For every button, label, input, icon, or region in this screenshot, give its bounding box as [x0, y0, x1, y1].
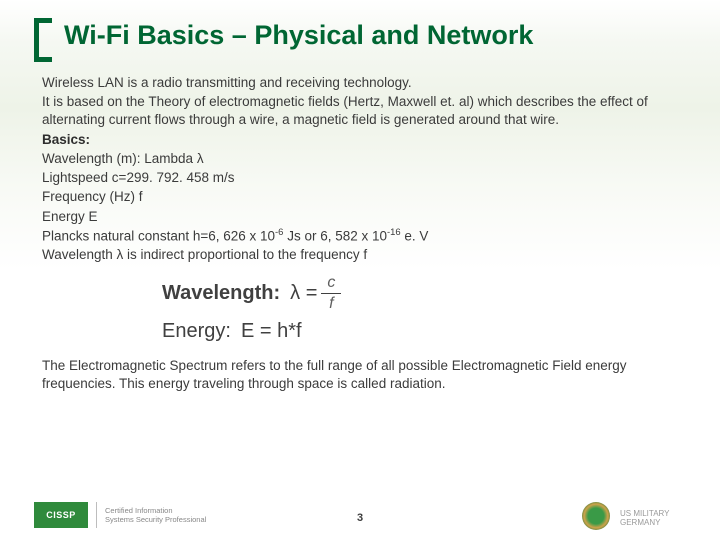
- formula-energy-label: Energy:: [162, 318, 231, 345]
- basics-wavelength: Wavelength (m): Lambda λ: [42, 150, 682, 168]
- formula-energy: Energy: E = h*f: [162, 318, 682, 345]
- formula-wavelength-label: Wavelength:: [162, 280, 280, 307]
- chapter-line-2: GERMANY: [620, 518, 692, 528]
- chapter-text: US MILITARY GERMANY: [620, 509, 692, 528]
- chapter-logo-icon: [582, 502, 610, 530]
- title-bracket-icon: [34, 18, 52, 62]
- basics-label: Basics:: [42, 131, 682, 149]
- slide-title: Wi-Fi Basics – Physical and Network: [64, 20, 533, 51]
- formula-energy-eq: E = h*f: [241, 318, 302, 345]
- basics-wavelength-prop: Wavelength λ is indirect proportional to…: [42, 246, 682, 264]
- basics-lightspeed: Lightspeed c=299. 792. 458 m/s: [42, 169, 682, 187]
- page-number: 3: [0, 512, 720, 524]
- fraction-icon: c f: [321, 275, 341, 312]
- slide: Wi-Fi Basics – Physical and Network Wire…: [0, 0, 720, 540]
- intro-line-1: Wireless LAN is a radio transmitting and…: [42, 74, 682, 92]
- spectrum-text: The Electromagnetic Spectrum refers to t…: [42, 357, 682, 393]
- planck-prefix: Plancks natural constant h=6, 626 x 10: [42, 228, 275, 243]
- intro-line-2: It is based on the Theory of electromagn…: [42, 93, 682, 129]
- formula-wavelength-lhs: λ =: [290, 280, 317, 307]
- planck-suffix: e. V: [401, 228, 429, 243]
- chapter-line-1: US MILITARY: [620, 509, 692, 519]
- basics-planck: Plancks natural constant h=6, 626 x 10-6…: [42, 227, 682, 246]
- fraction-denominator: f: [329, 294, 333, 312]
- footer: CISSP Certified Information Systems Secu…: [0, 492, 720, 540]
- planck-exp2: -16: [387, 227, 401, 238]
- planck-mid: Js or 6, 582 x 10: [283, 228, 387, 243]
- basics-energy: Energy E: [42, 208, 682, 226]
- fraction-numerator: c: [321, 275, 341, 294]
- formula-block: Wavelength: λ = c f Energy: E = h*f: [162, 275, 682, 345]
- basics-frequency: Frequency (Hz) f: [42, 188, 682, 206]
- body-text: Wireless LAN is a radio transmitting and…: [42, 74, 682, 394]
- formula-wavelength: Wavelength: λ = c f: [162, 275, 682, 312]
